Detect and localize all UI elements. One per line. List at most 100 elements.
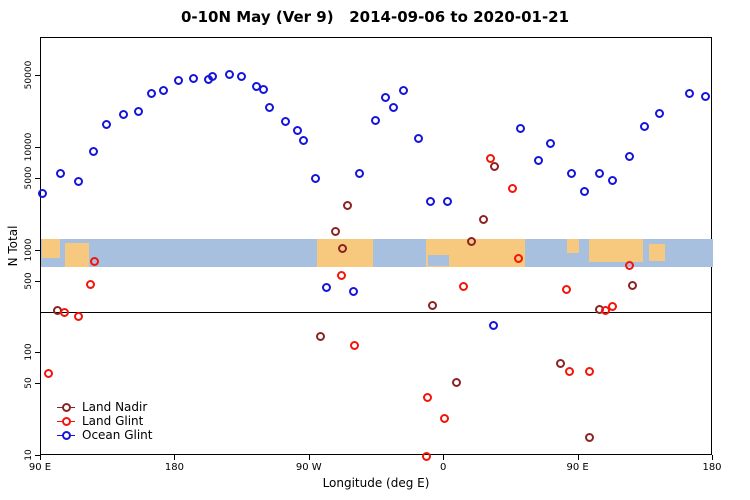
- legend-label: Ocean Glint: [82, 428, 153, 442]
- y-axis-label: N Total: [6, 225, 20, 267]
- data-point-ocean-glint: [118, 110, 128, 120]
- data-point-ocean-glint: [38, 188, 47, 198]
- data-point-land-glint: [90, 256, 100, 266]
- y-axis-tick-label: 50000: [24, 60, 34, 90]
- data-point-land-glint: [85, 279, 95, 289]
- legend-item-ocean-glint: Ocean Glint: [56, 428, 152, 442]
- x-axis-tick: [443, 455, 445, 460]
- data-point-land-nadir: [584, 433, 594, 443]
- data-point-land-nadir: [627, 280, 637, 290]
- x-axis-tick: [712, 455, 713, 460]
- data-point-ocean-glint: [639, 122, 649, 132]
- data-point-ocean-glint: [488, 321, 498, 331]
- plot-area: [38, 37, 713, 461]
- data-point-ocean-glint: [371, 116, 380, 126]
- data-point-ocean-glint: [102, 119, 112, 129]
- data-point-ocean-glint: [580, 186, 590, 196]
- data-point-ocean-glint: [133, 107, 143, 117]
- y-axis-tick: [35, 352, 40, 354]
- data-point-ocean-glint: [55, 169, 65, 179]
- data-point-land-glint: [485, 154, 495, 164]
- legend-item-land-glint: Land Glint: [56, 414, 152, 428]
- data-point-ocean-glint: [701, 91, 711, 101]
- map-band-land: [64, 243, 89, 267]
- legend-label: Land Nadir: [82, 400, 148, 414]
- x-axis-tick: [40, 455, 41, 460]
- data-point-ocean-glint: [236, 71, 246, 81]
- data-point-ocean-glint: [281, 117, 291, 127]
- data-point-land-glint: [624, 260, 634, 270]
- y-axis-tick-label: 50: [24, 377, 34, 389]
- data-point-ocean-glint: [354, 169, 364, 179]
- data-point-land-glint: [336, 271, 346, 281]
- data-point-ocean-glint: [208, 71, 218, 81]
- map-band-land: [317, 238, 373, 267]
- map-band-land: [566, 238, 579, 253]
- y-axis-tick: [35, 280, 40, 282]
- y-axis-tick: [35, 383, 40, 385]
- data-point-ocean-glint: [348, 286, 358, 296]
- legend-item-land-nadir: Land Nadir: [56, 400, 152, 414]
- data-point-ocean-glint: [73, 177, 83, 187]
- chart-title: 0-10N May (Ver 9) 2014-09-06 to 2020-01-…: [180, 8, 570, 26]
- data-point-land-nadir: [466, 236, 476, 246]
- x-axis-label: Longitude (deg E): [322, 476, 430, 490]
- map-band-water-notch: [427, 255, 449, 267]
- ocean-glint-marker-icon: [56, 430, 76, 440]
- data-point-land-nadir: [478, 215, 488, 225]
- data-point-ocean-glint: [399, 86, 409, 96]
- data-point-ocean-glint: [264, 102, 274, 112]
- data-point-ocean-glint: [426, 196, 436, 206]
- data-point-ocean-glint: [442, 196, 452, 206]
- map-band-land: [42, 238, 61, 259]
- y-axis-tick-label: 10000: [24, 132, 34, 162]
- data-point-land-nadir: [315, 332, 325, 342]
- y-axis-tick-label: 10: [24, 449, 34, 461]
- data-point-ocean-glint: [595, 169, 604, 179]
- legend: Land Nadir Land Glint Ocean Glint: [56, 400, 152, 442]
- data-point-ocean-glint: [158, 86, 168, 96]
- land-nadir-marker-icon: [56, 402, 76, 412]
- data-point-land-glint: [439, 414, 449, 424]
- y-axis-tick-label: 1000: [24, 238, 34, 262]
- data-point-land-glint: [514, 254, 524, 264]
- y-axis-tick: [35, 177, 40, 179]
- data-point-land-nadir: [342, 201, 352, 211]
- data-point-ocean-glint: [293, 126, 303, 136]
- data-point-ocean-glint: [188, 74, 198, 84]
- data-point-ocean-glint: [311, 174, 321, 184]
- reference-line: [41, 312, 711, 314]
- y-axis-tick-label: 5000: [24, 166, 34, 190]
- data-point-ocean-glint: [533, 156, 543, 166]
- land-glint-marker-icon: [56, 416, 76, 426]
- x-axis-tick-label: 180: [702, 462, 722, 473]
- data-point-ocean-glint: [608, 176, 618, 186]
- data-point-ocean-glint: [654, 109, 664, 119]
- data-point-ocean-glint: [515, 124, 525, 134]
- data-point-land-glint: [608, 302, 618, 312]
- data-point-land-nadir: [451, 377, 461, 387]
- data-point-land-nadir: [490, 161, 500, 171]
- data-point-ocean-glint: [173, 76, 183, 86]
- data-point-land-glint: [459, 281, 469, 291]
- data-point-land-nadir: [338, 244, 348, 254]
- data-point-ocean-glint: [299, 136, 309, 146]
- data-point-ocean-glint: [321, 282, 331, 292]
- data-point-land-nadir: [427, 301, 437, 311]
- data-point-ocean-glint: [624, 151, 634, 161]
- data-point-ocean-glint: [566, 169, 576, 179]
- x-axis-tick-label: 90 E: [28, 462, 52, 473]
- data-point-ocean-glint: [545, 139, 555, 149]
- data-point-ocean-glint: [414, 134, 424, 144]
- data-point-ocean-glint: [388, 102, 398, 112]
- x-axis-tick-label: 0: [440, 462, 447, 473]
- data-point-land-glint: [73, 311, 83, 321]
- x-axis-tick: [308, 455, 310, 460]
- y-axis-tick: [35, 75, 40, 77]
- y-axis-tick: [35, 249, 40, 251]
- data-point-ocean-glint: [88, 146, 98, 156]
- map-band-land: [589, 238, 643, 263]
- data-point-land-glint: [508, 184, 518, 194]
- x-axis-tick: [174, 455, 176, 460]
